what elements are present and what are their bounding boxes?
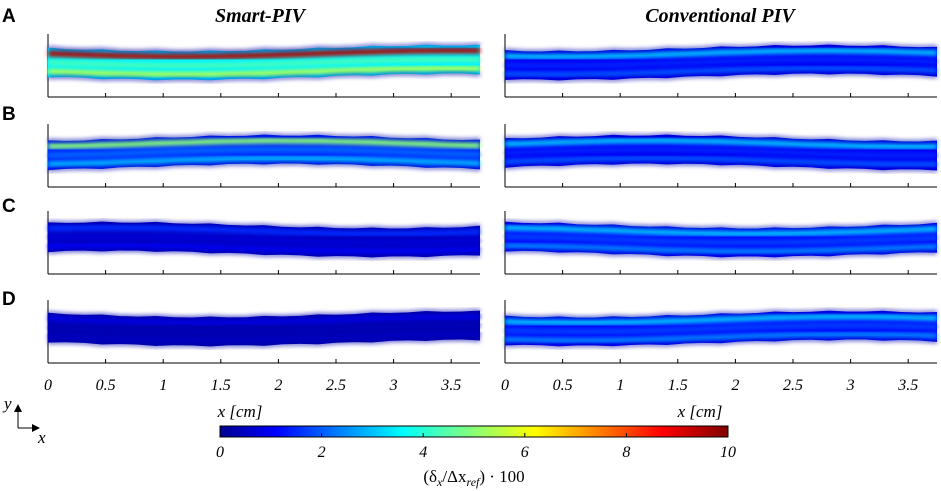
- column-title-smart-piv: Smart-PIV: [215, 5, 307, 27]
- colorbar-tick-label: 0: [216, 444, 224, 461]
- wall-error-bottom: [504, 331, 938, 344]
- band-edge-top: [47, 133, 481, 142]
- x-tick-label: 3: [389, 377, 398, 394]
- x-tick-label: 2.5: [326, 377, 346, 394]
- colorbar-label: (δx/Δxref) · 100: [423, 467, 524, 489]
- band-edge-top: [504, 43, 938, 53]
- heatmap-panel-d-smart: [47, 300, 481, 364]
- axis-orientation-icon: y x: [2, 394, 46, 447]
- x-tick-label: 0: [501, 377, 509, 394]
- band-edge-top: [47, 220, 481, 230]
- band-edge-top: [47, 43, 481, 53]
- x-ticks-group: 0 0.5 1 1.5 2 2.5 3 3.5 0 0.5 1 1.5 2 2.5 3 3.5: [44, 377, 918, 394]
- wall-error-bottom: [504, 243, 938, 254]
- band-edge-bottom: [504, 338, 938, 348]
- heatmap-panel-c-conventional: [504, 211, 938, 275]
- x-tick-label: 0.5: [553, 377, 573, 394]
- x-tick-label: 3.5: [440, 377, 461, 394]
- heatmap-panel-c-smart: [47, 211, 481, 275]
- column-title-conventional-piv: Conventional PIV: [645, 5, 796, 27]
- axis-glyph-arrow-up: [14, 404, 22, 412]
- colorbar-tick-label: 2: [318, 444, 326, 461]
- core-error: [47, 57, 481, 68]
- colorbar-label-mid: /Δx: [442, 467, 467, 486]
- colorbar-label-sub1: x: [436, 475, 443, 489]
- x-tick-label: 2.5: [783, 377, 803, 394]
- heatmap-panel-b-smart: [47, 124, 481, 188]
- x-tick-label: 1: [616, 377, 624, 394]
- band-edge-bottom: [504, 72, 938, 82]
- wall-error-top: [504, 47, 938, 60]
- colorbar-label-close: ) · 100: [479, 467, 524, 486]
- panels-group: [47, 34, 938, 364]
- x-tick-label: 2: [274, 377, 282, 394]
- axis-glyph-y-label: y: [2, 394, 12, 413]
- band-edge-top: [47, 309, 481, 319]
- row-label-c: C: [2, 196, 16, 217]
- x-tick-label: 0: [44, 377, 52, 394]
- x-tick-label: 1.5: [211, 377, 231, 394]
- band-edge-bottom: [504, 162, 938, 172]
- wall-error-bottom: [47, 155, 481, 167]
- band-edge-top: [504, 133, 938, 143]
- colorbar-label-sub2: ref: [466, 475, 481, 489]
- core-error: [47, 234, 481, 245]
- band-edge-top: [504, 309, 938, 319]
- wall-error-top: [47, 224, 481, 237]
- row-label-b: B: [2, 104, 16, 125]
- wall-error-bottom: [504, 156, 938, 167]
- wall-error-bottom: [47, 66, 481, 77]
- colorbar-tick-label: 6: [521, 444, 529, 461]
- core-error: [504, 147, 938, 158]
- band-edge-bottom: [504, 249, 938, 259]
- core-error: [504, 234, 938, 245]
- wall-error-bottom: [47, 243, 481, 254]
- core-error: [504, 57, 938, 68]
- colorbar-tick-label: 8: [622, 444, 630, 461]
- band-edge-bottom: [47, 338, 481, 348]
- x-tick-label: 1.5: [668, 377, 688, 394]
- core-error: [47, 147, 481, 158]
- core-error: [47, 323, 481, 334]
- x-axis-label-right: x [cm]: [677, 402, 723, 421]
- heatmap-panel-b-conventional: [504, 124, 938, 188]
- heatmap-panel-a-smart: [47, 34, 481, 98]
- band-edge-bottom: [47, 162, 481, 172]
- wall-error-top: [47, 137, 481, 150]
- band-edge-bottom: [47, 72, 481, 82]
- x-tick-label: 3.5: [897, 377, 918, 394]
- x-tick-label: 0.5: [96, 377, 116, 394]
- wall-error-top: [504, 224, 938, 237]
- core-error: [504, 323, 938, 334]
- x-tick-label: 3: [846, 377, 855, 394]
- colorbar-tick-label: 10: [720, 444, 736, 461]
- x-tick-label: 2: [731, 377, 739, 394]
- row-label-d: D: [2, 289, 16, 310]
- colorbar-ticks-group: 0 2 4 6 8 10: [216, 433, 736, 461]
- x-tick-label: 1: [159, 377, 167, 394]
- wall-error-top: [47, 47, 481, 60]
- colorbar-tick-label: 4: [419, 444, 427, 461]
- colorbar: [219, 425, 729, 438]
- colorbar-label-open: (δ: [423, 467, 437, 486]
- axis-glyph-x-label: x: [37, 428, 46, 447]
- band-edge-bottom: [47, 249, 481, 259]
- heatmap-panel-a-conventional: [504, 34, 938, 98]
- wall-error-bottom: [47, 332, 481, 343]
- x-axis-label-left: x [cm]: [217, 402, 263, 421]
- wall-error-top: [504, 313, 938, 326]
- band-edge-top: [504, 220, 938, 230]
- wall-error-top: [504, 137, 938, 150]
- row-label-a: A: [2, 6, 16, 27]
- heatmap-panel-d-conventional: [504, 300, 938, 364]
- wall-error-top: [47, 313, 481, 326]
- wall-error-bottom: [504, 66, 938, 77]
- axis-glyph-arrow-right: [32, 424, 40, 432]
